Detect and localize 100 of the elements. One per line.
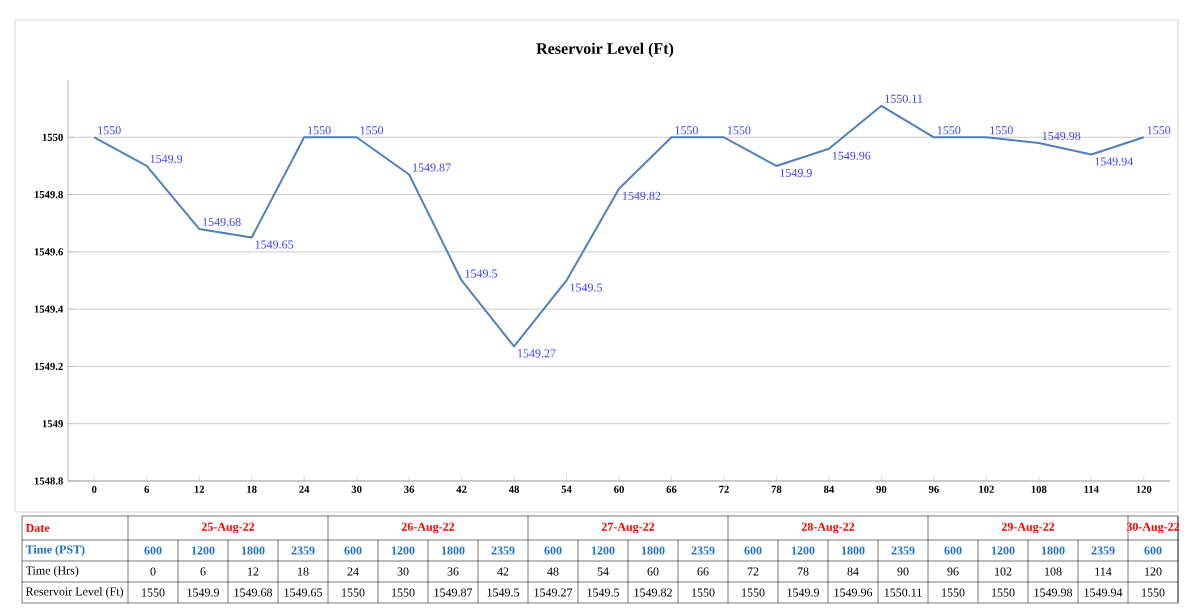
y-tick-label: 1549.8 <box>34 190 63 199</box>
text: 1549.9 <box>787 588 820 597</box>
x-tick-label: 6 <box>144 485 150 493</box>
text: 1549.5 <box>487 588 520 597</box>
text: 1550 <box>742 588 765 597</box>
text: 1550 <box>692 588 715 597</box>
data-label: 1550 <box>360 126 384 135</box>
x-tick-label: 96 <box>928 485 939 493</box>
text: 30 <box>397 567 409 576</box>
x-tick-label: 114 <box>1084 485 1099 493</box>
y-tick-label: 1549 <box>42 420 63 428</box>
data-label: 1549.68 <box>203 217 241 226</box>
text: 18 <box>298 567 309 576</box>
text: 1550 <box>1142 588 1165 597</box>
text: 12 <box>248 567 259 576</box>
text: 30-Aug-22 <box>1126 522 1180 534</box>
text: 6 <box>200 567 206 576</box>
text: 114 <box>1095 567 1112 576</box>
text: 36 <box>447 567 459 576</box>
text: 84 <box>847 567 859 576</box>
text: 1549.98 <box>1034 588 1073 597</box>
text: 2359 <box>1091 546 1115 555</box>
data-label: 1550 <box>727 126 751 135</box>
text: 26-Aug-22 <box>401 522 455 534</box>
text: Time (Hrs) <box>25 566 79 577</box>
text: 1549.82 <box>634 588 672 597</box>
text: 78 <box>797 567 809 576</box>
x-tick-label: 102 <box>979 485 994 493</box>
data-label: 1550.11 <box>885 94 923 103</box>
x-tick-label: 0 <box>91 485 97 493</box>
x-tick-label: 84 <box>823 485 835 493</box>
text: 1549.87 <box>434 588 473 597</box>
x-tick-label: 18 <box>247 485 257 493</box>
line-series <box>93 104 1145 348</box>
data-label: 1550 <box>1147 126 1171 135</box>
data-label: 1550 <box>675 126 698 135</box>
x-tick-label: 78 <box>771 485 782 493</box>
text: 42 <box>497 567 509 576</box>
data-label: 1549.82 <box>622 191 661 200</box>
data-label: 1550 <box>937 126 961 135</box>
chart-title: Reservoir Level (Ft) <box>536 42 674 58</box>
text: 28-Aug-22 <box>801 522 855 534</box>
text: 25-Aug-22 <box>201 522 255 534</box>
x-tick-label: 120 <box>1136 485 1152 493</box>
text: 2359 <box>491 546 515 555</box>
text: 1550 <box>142 588 165 597</box>
text: 24 <box>347 567 359 576</box>
text: 2359 <box>691 546 715 555</box>
text: 1200 <box>591 546 615 555</box>
x-tick-label: 72 <box>719 485 729 493</box>
text: 600 <box>944 546 962 555</box>
data-label: 1549.5 <box>465 269 498 278</box>
text: 1549.94 <box>1084 588 1123 597</box>
x-tick-label: 24 <box>299 485 310 493</box>
text: 1549.5 <box>587 588 620 597</box>
x-tick-label: 12 <box>194 485 205 493</box>
text: 1550.11 <box>884 588 922 597</box>
text: 90 <box>897 567 909 576</box>
text: 120 <box>1145 567 1162 576</box>
text: 1550 <box>392 588 415 597</box>
text: 72 <box>747 567 759 576</box>
text: 96 <box>947 567 959 576</box>
text: 66 <box>697 567 709 576</box>
text: 2359 <box>891 546 915 555</box>
text: 1549.68 <box>234 588 273 597</box>
text: 1549.27 <box>534 588 573 597</box>
data-label: 1549.65 <box>255 240 294 249</box>
text: 48 <box>547 567 559 576</box>
text: 108 <box>1045 567 1062 576</box>
x-tick-label: 30 <box>351 485 362 493</box>
data-label: 1549.96 <box>832 151 871 160</box>
text: 1800 <box>841 546 865 555</box>
text: 1549.96 <box>834 588 873 597</box>
x-tick-label: 66 <box>666 485 677 493</box>
y-tick-label: 1549.6 <box>34 248 63 256</box>
text: 1200 <box>791 546 815 555</box>
text: 1549.65 <box>284 588 323 597</box>
text: 1200 <box>191 546 215 555</box>
text: 600 <box>144 546 162 555</box>
text: 2359 <box>291 546 315 555</box>
y-tick-label: 1549.2 <box>34 362 63 371</box>
text: 600 <box>344 546 362 555</box>
text: 600 <box>1144 546 1162 555</box>
x-tick-label: 54 <box>561 485 572 493</box>
data-label: 1549.87 <box>413 163 451 172</box>
data-label: 1550 <box>990 126 1013 135</box>
y-tick-label: 1549.4 <box>34 305 64 313</box>
text: 0 <box>150 567 156 576</box>
text: 102 <box>995 567 1012 576</box>
text: 1549.9 <box>187 588 219 597</box>
data-label: 1549.5 <box>570 283 603 292</box>
x-tick-label: 36 <box>404 485 415 493</box>
x-tick-label: 42 <box>456 485 467 493</box>
text: Time (PST) <box>25 545 85 556</box>
x-tick-label: 48 <box>508 485 520 493</box>
text: 29-Aug-22 <box>1001 522 1055 534</box>
text: 1550 <box>992 588 1015 597</box>
text: 60 <box>647 567 659 576</box>
data-label: 1549.27 <box>518 349 556 358</box>
text: 1200 <box>391 546 415 555</box>
